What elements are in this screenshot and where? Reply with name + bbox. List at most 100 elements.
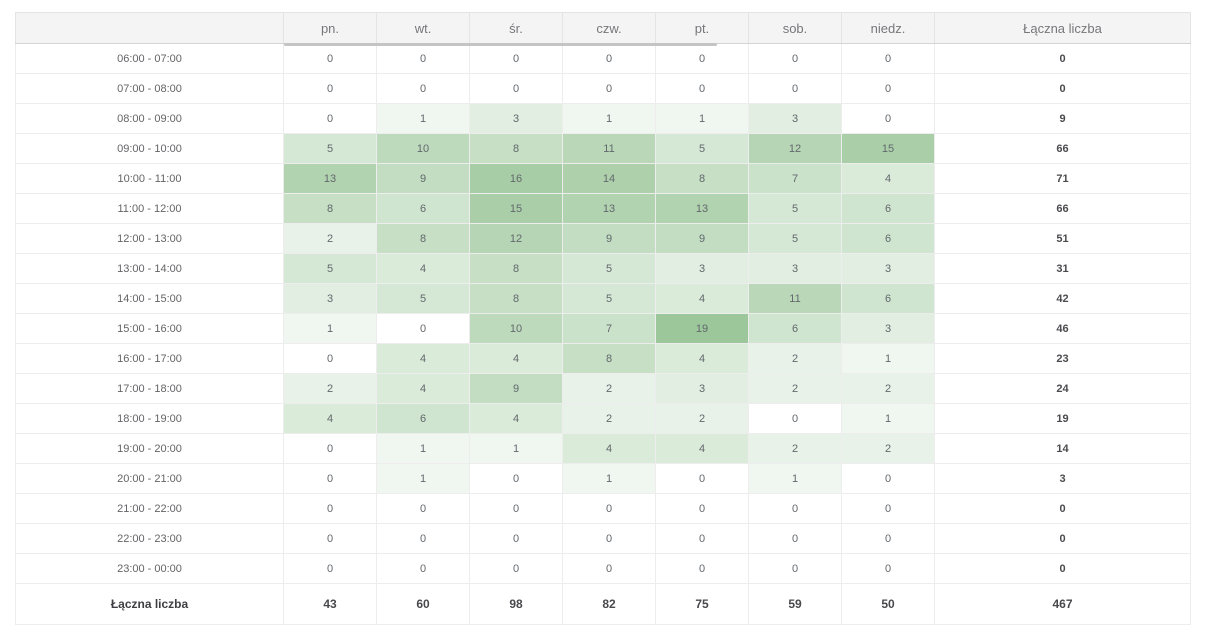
heatmap-cell: 2 <box>655 403 749 434</box>
heatmap-cell: 4 <box>841 163 935 194</box>
table-row: 16:00 - 17:00 0 4 4 8 4 2 1 23 <box>15 343 1191 374</box>
heatmap-cell: 0 <box>469 73 563 104</box>
column-total: 60 <box>376 583 470 625</box>
table-header: pn. wt. śr. czw. pt. sob. niedz. Łączna liczba <box>15 12 1191 44</box>
row-label: 21:00 - 22:00 <box>15 493 284 524</box>
heatmap-cell: 9 <box>376 163 470 194</box>
heatmap-cell: 3 <box>655 373 749 404</box>
row-total: 0 <box>934 553 1191 584</box>
row-total: 0 <box>934 73 1191 104</box>
heatmap-cell: 5 <box>748 223 842 254</box>
heatmap-cell: 1 <box>841 403 935 434</box>
heatmap-cell: 4 <box>655 283 749 314</box>
heatmap-cell: 5 <box>376 283 470 314</box>
table-row: 18:00 - 19:00 4 6 4 2 2 0 1 19 <box>15 403 1191 434</box>
heatmap-cell: 5 <box>562 283 656 314</box>
row-total: 9 <box>934 103 1191 134</box>
column-header-total: Łączna liczba <box>934 12 1191 44</box>
heatmap-cell: 19 <box>655 313 749 344</box>
row-label: 20:00 - 21:00 <box>15 463 284 494</box>
heatmap-cell: 10 <box>376 133 470 164</box>
heatmap-cell: 0 <box>283 523 377 554</box>
heatmap-cell: 4 <box>283 403 377 434</box>
heatmap-cell: 3 <box>748 103 842 134</box>
row-total: 0 <box>934 523 1191 554</box>
column-header-pt: pt. <box>655 12 749 44</box>
heatmap-cell: 0 <box>655 463 749 494</box>
table-row: 20:00 - 21:00 0 1 0 1 0 1 0 3 <box>15 463 1191 494</box>
heatmap-cell: 4 <box>376 343 470 374</box>
heatmap-cell: 0 <box>841 43 935 74</box>
heatmap-cell: 4 <box>562 433 656 464</box>
heatmap-cell: 0 <box>283 103 377 134</box>
heatmap-cell: 12 <box>469 223 563 254</box>
heatmap-cell: 5 <box>562 253 656 284</box>
row-total: 19 <box>934 403 1191 434</box>
heatmap-cell: 4 <box>655 343 749 374</box>
row-label: 11:00 - 12:00 <box>15 193 284 224</box>
heatmap-cell: 0 <box>748 523 842 554</box>
row-label: 14:00 - 15:00 <box>15 283 284 314</box>
heatmap-cell: 0 <box>469 553 563 584</box>
heatmap-cell: 0 <box>469 43 563 74</box>
horizontal-scrollbar-thumb[interactable] <box>284 43 717 46</box>
heatmap-cell: 4 <box>469 403 563 434</box>
heatmap-cell: 8 <box>283 193 377 224</box>
table-row: 10:00 - 11:00 13 9 16 14 8 7 4 71 <box>15 163 1191 194</box>
row-total: 66 <box>934 133 1191 164</box>
heatmap-cell: 0 <box>376 73 470 104</box>
column-header-sob: sob. <box>748 12 842 44</box>
row-total: 51 <box>934 223 1191 254</box>
heatmap-cell: 5 <box>283 253 377 284</box>
heatmap-cell: 10 <box>469 313 563 344</box>
column-header-wt: wt. <box>376 12 470 44</box>
heatmap-cell: 0 <box>376 523 470 554</box>
heatmap-cell: 5 <box>748 193 842 224</box>
row-label: 13:00 - 14:00 <box>15 253 284 284</box>
row-label: 18:00 - 19:00 <box>15 403 284 434</box>
heatmap-cell: 1 <box>283 313 377 344</box>
heatmap-cell: 0 <box>562 553 656 584</box>
row-label: 17:00 - 18:00 <box>15 373 284 404</box>
heatmap-cell: 0 <box>562 493 656 524</box>
heatmap-cell: 1 <box>376 463 470 494</box>
table-footer: Łączna liczba 43 60 98 82 75 59 50 467 <box>15 583 1191 625</box>
heatmap-cell: 8 <box>469 133 563 164</box>
heatmap-cell: 0 <box>655 493 749 524</box>
table-row: 22:00 - 23:00 0 0 0 0 0 0 0 0 <box>15 523 1191 554</box>
heatmap-cell: 2 <box>748 343 842 374</box>
row-total: 24 <box>934 373 1191 404</box>
heatmap-cell: 1 <box>655 103 749 134</box>
row-label: 07:00 - 08:00 <box>15 73 284 104</box>
availability-heatmap-table: pn. wt. śr. czw. pt. sob. niedz. Łączna liczba … <box>15 12 1191 625</box>
corner-header-cell <box>15 12 284 44</box>
heatmap-cell: 16 <box>469 163 563 194</box>
table-row: 15:00 - 16:00 1 0 10 7 19 6 3 46 <box>15 313 1191 344</box>
heatmap-cell: 2 <box>748 373 842 404</box>
heatmap-cell: 8 <box>562 343 656 374</box>
heatmap-cell: 0 <box>376 43 470 74</box>
row-total: 31 <box>934 253 1191 284</box>
table-row: 21:00 - 22:00 0 0 0 0 0 0 0 0 <box>15 493 1191 524</box>
heatmap-cell: 15 <box>841 133 935 164</box>
row-label: 23:00 - 00:00 <box>15 553 284 584</box>
heatmap-cell: 11 <box>562 133 656 164</box>
column-total: 75 <box>655 583 749 625</box>
table-row: 13:00 - 14:00 5 4 8 5 3 3 3 31 <box>15 253 1191 284</box>
footer-row: Łączna liczba 43 60 98 82 75 59 50 467 <box>15 583 1191 625</box>
heatmap-cell: 4 <box>376 373 470 404</box>
row-label: 15:00 - 16:00 <box>15 313 284 344</box>
heatmap-cell: 6 <box>841 283 935 314</box>
heatmap-cell: 0 <box>748 43 842 74</box>
heatmap-cell: 0 <box>748 493 842 524</box>
row-label: 12:00 - 13:00 <box>15 223 284 254</box>
heatmap-cell: 2 <box>748 433 842 464</box>
heatmap-cell: 8 <box>469 283 563 314</box>
column-total: 43 <box>283 583 377 625</box>
heatmap-cell: 0 <box>376 313 470 344</box>
heatmap-cell: 0 <box>283 493 377 524</box>
row-label: 08:00 - 09:00 <box>15 103 284 134</box>
row-total: 46 <box>934 313 1191 344</box>
heatmap-cell: 6 <box>376 403 470 434</box>
